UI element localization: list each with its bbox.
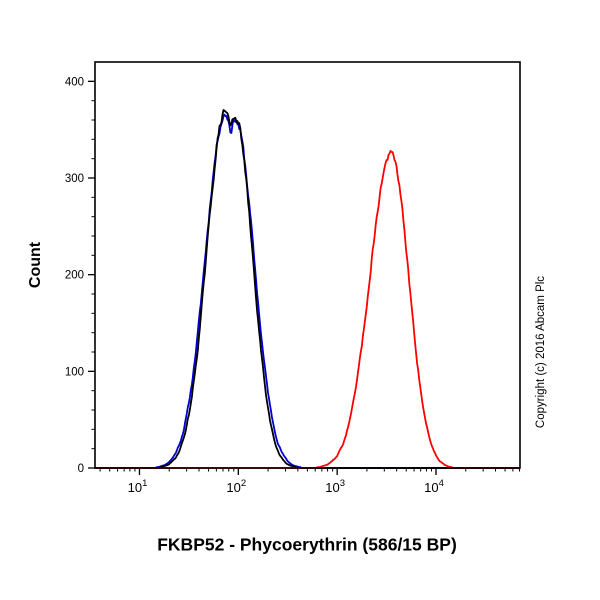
x-tick-label: 102 — [226, 478, 246, 495]
series-control-blue — [95, 113, 520, 469]
x-tick-label: 103 — [325, 478, 345, 495]
y-tick-label: 400 — [65, 76, 84, 88]
x-axis-title: FKBP52 - Phycoerythrin (586/15 BP) — [157, 534, 457, 555]
x-tick-label: 101 — [128, 478, 148, 495]
y-tick-label: 200 — [65, 270, 84, 282]
y-tick-label: 100 — [65, 366, 84, 378]
y-tick-label: 0 — [78, 463, 84, 475]
series-control-black — [95, 109, 520, 469]
series-fkbp52-pe-red — [95, 149, 520, 469]
copyright-text: Copyright (c) 2016 Abcam Plc — [535, 275, 547, 429]
plot-frame — [94, 61, 521, 469]
y-tick-label: 300 — [65, 173, 84, 185]
x-tick-label: 104 — [424, 478, 444, 495]
y-axis-label: Count — [27, 241, 44, 289]
